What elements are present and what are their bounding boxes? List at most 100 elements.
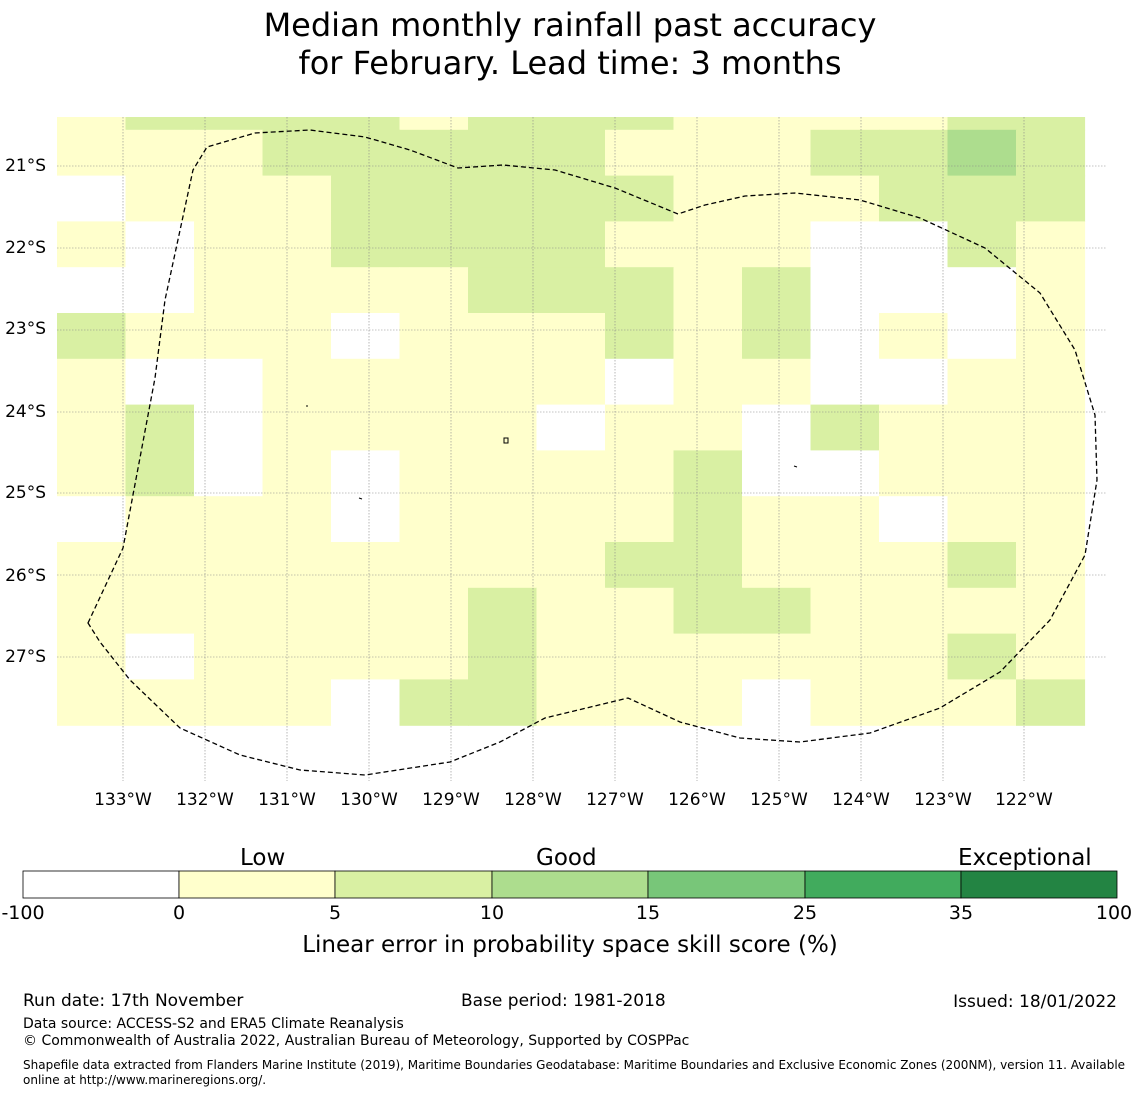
grid-cell bbox=[947, 117, 1017, 131]
grid-cell bbox=[947, 129, 1017, 177]
colorbar-label-exceptional: Exceptional bbox=[958, 845, 1092, 871]
grid-cell bbox=[331, 679, 401, 726]
grid-cell bbox=[605, 542, 675, 589]
grid-cell bbox=[125, 358, 195, 406]
grid-cell bbox=[194, 129, 264, 177]
lat-label: 23°S bbox=[5, 319, 46, 339]
colorbar-tick: 5 bbox=[328, 902, 342, 924]
grid-cell bbox=[536, 313, 606, 360]
grid-cell bbox=[536, 496, 606, 543]
grid-cell bbox=[879, 496, 949, 543]
lon-label: 129°W bbox=[422, 790, 480, 810]
grid-cell bbox=[399, 358, 469, 406]
grid-cell bbox=[57, 313, 127, 360]
grid-cell bbox=[468, 313, 538, 360]
grid-cell bbox=[879, 587, 949, 635]
grid-cell bbox=[536, 129, 606, 177]
grid-cell bbox=[536, 358, 606, 406]
lat-label: 27°S bbox=[5, 647, 46, 667]
grid-cell bbox=[810, 496, 880, 543]
grid-cell bbox=[331, 587, 401, 635]
grid-cell bbox=[742, 267, 812, 314]
grid-cell bbox=[125, 542, 195, 589]
grid-cell bbox=[399, 587, 469, 635]
lon-label: 130°W bbox=[340, 790, 398, 810]
grid-cell bbox=[879, 313, 949, 360]
skill-grid bbox=[57, 117, 1086, 726]
grid-cell bbox=[673, 587, 743, 635]
grid-cell bbox=[331, 358, 401, 406]
grid-cell bbox=[262, 221, 332, 268]
grid-cell bbox=[262, 450, 332, 497]
grid-cell bbox=[331, 450, 401, 497]
grid-cell bbox=[125, 175, 195, 222]
grid-cell bbox=[468, 129, 538, 177]
grid-cell bbox=[125, 117, 195, 131]
colorbar-segment bbox=[334, 870, 493, 899]
grid-cell bbox=[125, 221, 195, 268]
grid-cell bbox=[125, 587, 195, 635]
grid-cell bbox=[262, 496, 332, 543]
lon-label: 124°W bbox=[832, 790, 890, 810]
grid-cell bbox=[125, 267, 195, 314]
grid-cell bbox=[673, 267, 743, 314]
grid-cell bbox=[399, 313, 469, 360]
island-mark bbox=[358, 497, 363, 500]
grid-cell bbox=[947, 679, 1017, 726]
grid-cell bbox=[1016, 175, 1086, 222]
grid-cell bbox=[1016, 496, 1086, 543]
colorbar-segment bbox=[178, 870, 336, 899]
grid-cell bbox=[879, 450, 949, 497]
grid-cell bbox=[262, 542, 332, 589]
shapefile-credit-line-2: online at http://www.marineregions.org/. bbox=[23, 1073, 267, 1087]
grid-cell bbox=[262, 313, 332, 360]
grid-cell bbox=[57, 267, 127, 314]
grid-cell bbox=[879, 358, 949, 406]
grid-cell bbox=[399, 542, 469, 589]
colorbar-label-good: Good bbox=[536, 845, 597, 871]
grid-cell bbox=[673, 313, 743, 360]
grid-cell bbox=[536, 679, 606, 726]
colorbar-segment bbox=[647, 870, 806, 899]
island-outline bbox=[503, 437, 509, 444]
grid-cell bbox=[879, 129, 949, 177]
grid-cell bbox=[399, 129, 469, 177]
grid-cell bbox=[468, 587, 538, 635]
grid-cell bbox=[742, 175, 812, 222]
grid-cell bbox=[1016, 542, 1086, 589]
grid-cell bbox=[742, 117, 812, 131]
grid-cell bbox=[810, 450, 880, 497]
grid-cell bbox=[262, 587, 332, 635]
grid-cell bbox=[673, 129, 743, 177]
grid-cell bbox=[742, 129, 812, 177]
grid-cell bbox=[947, 542, 1017, 589]
grid-cell bbox=[673, 221, 743, 268]
grid-cell bbox=[605, 117, 675, 131]
grid-cell bbox=[879, 175, 949, 222]
colorbar-title: Linear error in probability space skill … bbox=[302, 932, 838, 958]
grid-cell bbox=[57, 221, 127, 268]
grid-cell bbox=[262, 404, 332, 451]
grid-cell bbox=[605, 496, 675, 543]
grid-cell bbox=[810, 404, 880, 451]
grid-cell bbox=[947, 496, 1017, 543]
grid-cell bbox=[673, 404, 743, 451]
grid-cell bbox=[605, 129, 675, 177]
grid-cell bbox=[673, 117, 743, 131]
grid-cell bbox=[125, 404, 195, 451]
title-line-2: for February. Lead time: 3 months bbox=[298, 44, 842, 82]
lon-label: 133°W bbox=[94, 790, 152, 810]
grid-cell bbox=[536, 117, 606, 131]
grid-cell bbox=[947, 358, 1017, 406]
grid-cell bbox=[57, 679, 127, 726]
grid-cell bbox=[194, 450, 264, 497]
grid-cell bbox=[673, 542, 743, 589]
grid-cell bbox=[605, 587, 675, 635]
grid-cell bbox=[468, 175, 538, 222]
colorbar-tick: 100 bbox=[1095, 902, 1133, 924]
grid-cell bbox=[947, 313, 1017, 360]
grid-cell bbox=[742, 404, 812, 451]
grid-cell bbox=[331, 267, 401, 314]
grid-cell bbox=[468, 404, 538, 451]
grid-cell bbox=[1016, 679, 1086, 726]
